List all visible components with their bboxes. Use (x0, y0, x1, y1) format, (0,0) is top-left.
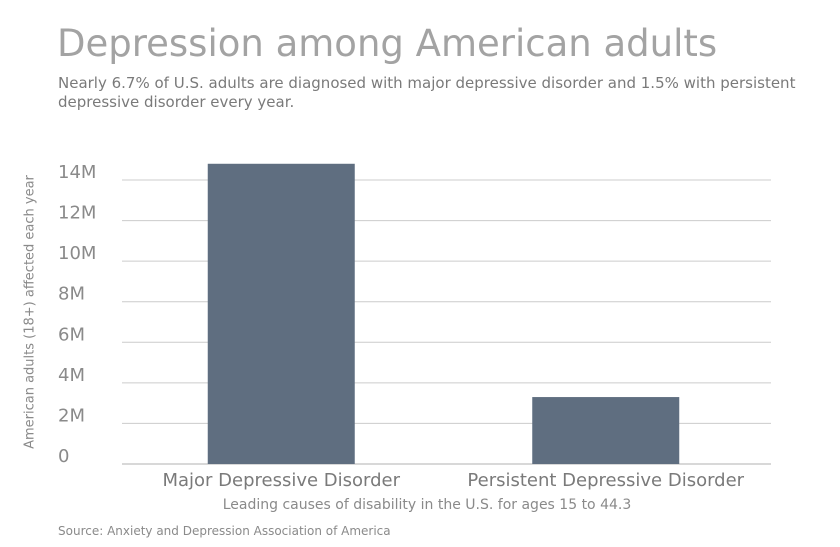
y-tick-label: 12M (58, 203, 96, 224)
chart-subtitle: Nearly 6.7% of U.S. adults are diagnosed… (58, 74, 796, 111)
y-tick-label: 2M (58, 405, 85, 426)
y-axis-label: American adults (18+) affected each year (22, 175, 38, 449)
y-tick-label: 8M (58, 284, 85, 305)
x-axis-label: Leading causes of disability in the U.S.… (222, 497, 632, 513)
chart-title: Depression among American adults (57, 22, 718, 65)
bar (207, 163, 355, 464)
y-tick-label: 6M (58, 324, 85, 345)
y-tick-label: 0 (58, 446, 69, 467)
y-tick-label: 10M (58, 243, 96, 264)
source-note: Source: Anxiety and Depression Associati… (58, 524, 391, 538)
y-tick-label: 4M (58, 365, 85, 386)
bar (532, 397, 680, 464)
y-tick-label: 14M (58, 162, 96, 183)
x-tick-label: Persistent Depressive Disorder (467, 470, 744, 491)
x-tick-label: Major Depressive Disorder (162, 470, 400, 491)
